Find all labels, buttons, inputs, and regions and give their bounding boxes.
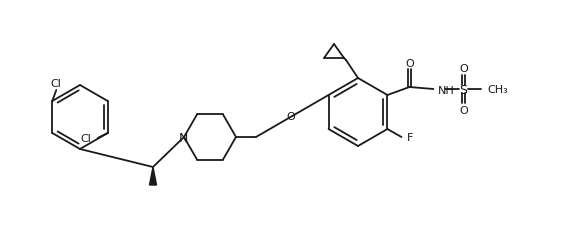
Text: S: S — [459, 83, 467, 96]
Text: O: O — [286, 112, 295, 122]
Text: N: N — [178, 131, 188, 144]
Text: Cl: Cl — [80, 134, 91, 143]
Text: NH: NH — [438, 86, 454, 96]
Text: F: F — [407, 132, 413, 142]
Text: CH₃: CH₃ — [487, 85, 508, 94]
Text: O: O — [459, 64, 468, 74]
Polygon shape — [149, 167, 157, 185]
Text: Cl: Cl — [51, 79, 62, 89]
Text: O: O — [405, 59, 414, 69]
Text: O: O — [459, 106, 468, 116]
